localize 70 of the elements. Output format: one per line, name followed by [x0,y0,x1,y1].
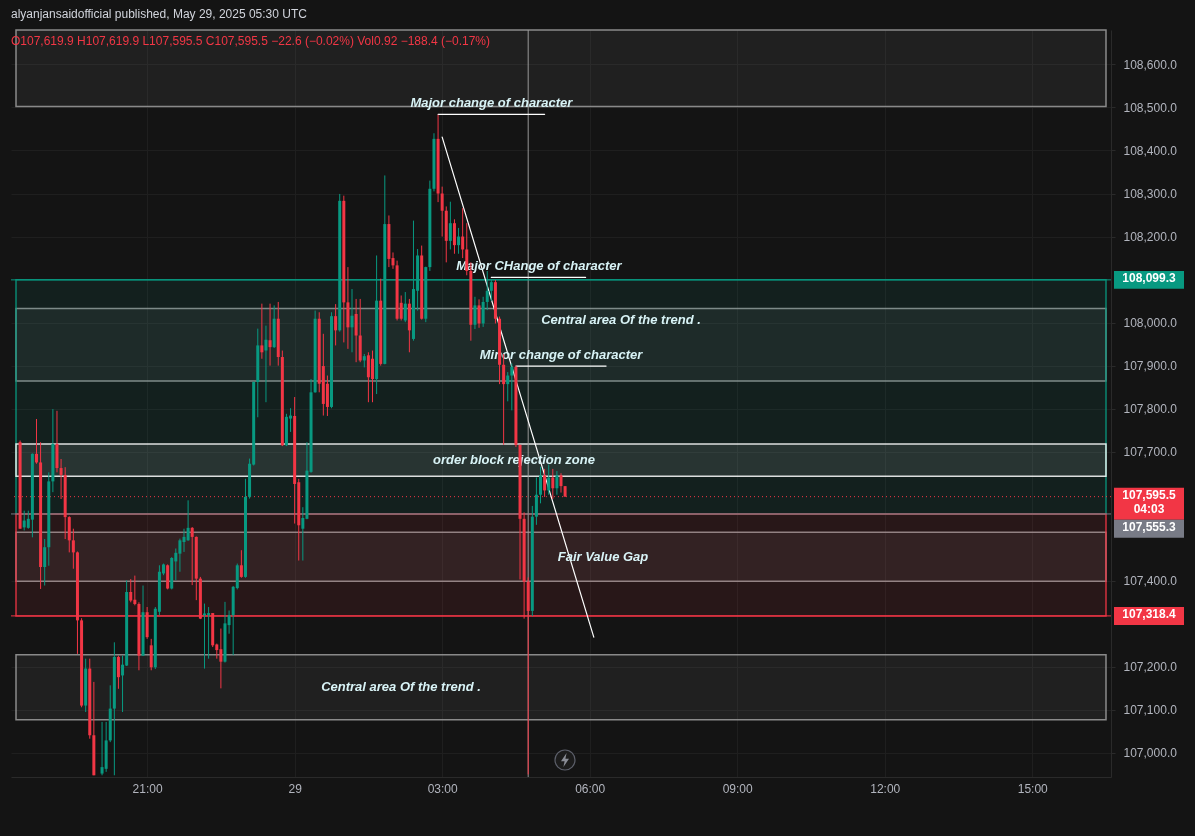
candlestick [371,350,374,403]
candlestick [149,638,153,671]
candlestick [334,303,338,346]
candlestick [452,218,456,255]
candlestick [506,371,510,402]
candlestick [71,528,75,570]
x-tick-label: 03:00 [427,781,459,796]
y-tick-label: 107,200.0 [1123,660,1178,675]
band-label: Central area Of the trend . [541,312,701,328]
candlestick [203,603,206,670]
y-tick-label: 107,400.0 [1123,574,1178,589]
y-tick-label: 107,100.0 [1123,703,1178,718]
candlestick [239,549,243,579]
candlestick [481,296,485,328]
candlestick [534,477,538,526]
candlestick [166,563,170,590]
y-tick-label: 107,000.0 [1123,746,1178,761]
candlestick [178,538,182,573]
candlestick [227,609,231,635]
candlestick [457,227,461,255]
y-tick-label: 108,600.0 [1123,57,1178,72]
candlestick [477,298,481,329]
candlestick [473,296,477,330]
y-tick-label: 108,400.0 [1123,143,1178,158]
candlestick [100,721,104,776]
x-tick-label: 15:00 [1017,781,1049,796]
y-tick-label: 108,500.0 [1123,100,1178,115]
y-tick-label: 108,200.0 [1123,230,1178,245]
candlestick [350,288,354,353]
candlestick [366,351,370,403]
annotation: Major change of character [410,95,574,111]
candlestick [510,362,514,411]
y-tick-label: 107,800.0 [1123,402,1178,417]
y-tick-label: 108,000.0 [1123,316,1178,331]
candlestick [461,207,465,259]
candlestick [264,325,268,403]
candlestick [440,186,444,238]
y-tick-label: 107,700.0 [1123,445,1178,460]
candlestick [116,655,120,690]
y-tick-label: 107,900.0 [1123,359,1178,374]
candlestick [260,303,264,360]
ref-line-label: 107,318.4 [1122,606,1177,621]
candlestick [133,575,137,606]
chart-subtitle: O107,619.9 H107,619.9 L107,595.5 C107,595.5 −22.6 (−0.02%) Vol0.92 −188.4 (−0.17%) [11,34,491,49]
candlestick [354,298,358,363]
x-tick-label: 12:00 [870,781,901,796]
candlestick [539,466,543,504]
candlestick [129,578,133,603]
candlestick [43,538,47,587]
candlestick [67,515,71,553]
candlestick [207,606,211,660]
candlestick [219,628,223,689]
ref-line-label: 108,099.3 [1122,270,1177,285]
candlestick [559,472,563,494]
candlestick [34,418,38,465]
candlestick [190,526,194,586]
band-label: Central area Of the trend . [321,679,481,695]
chart-title: alyanjansaidofficial published, May 29, 2025 05:30 UTC [11,7,308,22]
x-tick-label: 09:00 [722,781,754,796]
ref-line-label: 107,555.3 [1122,519,1177,534]
x-tick-label: 06:00 [575,781,606,796]
ref-line-label: 107,595.5 04:03 [1122,487,1177,516]
candlestick [186,499,190,542]
candlestick [448,201,452,250]
candlestick [268,303,272,367]
x-tick-label: 21:00 [132,781,163,796]
candlestick [555,470,559,496]
candlestick [403,291,407,323]
x-tick-label: 29 [288,781,303,796]
y-tick-label: 108,300.0 [1123,187,1178,202]
